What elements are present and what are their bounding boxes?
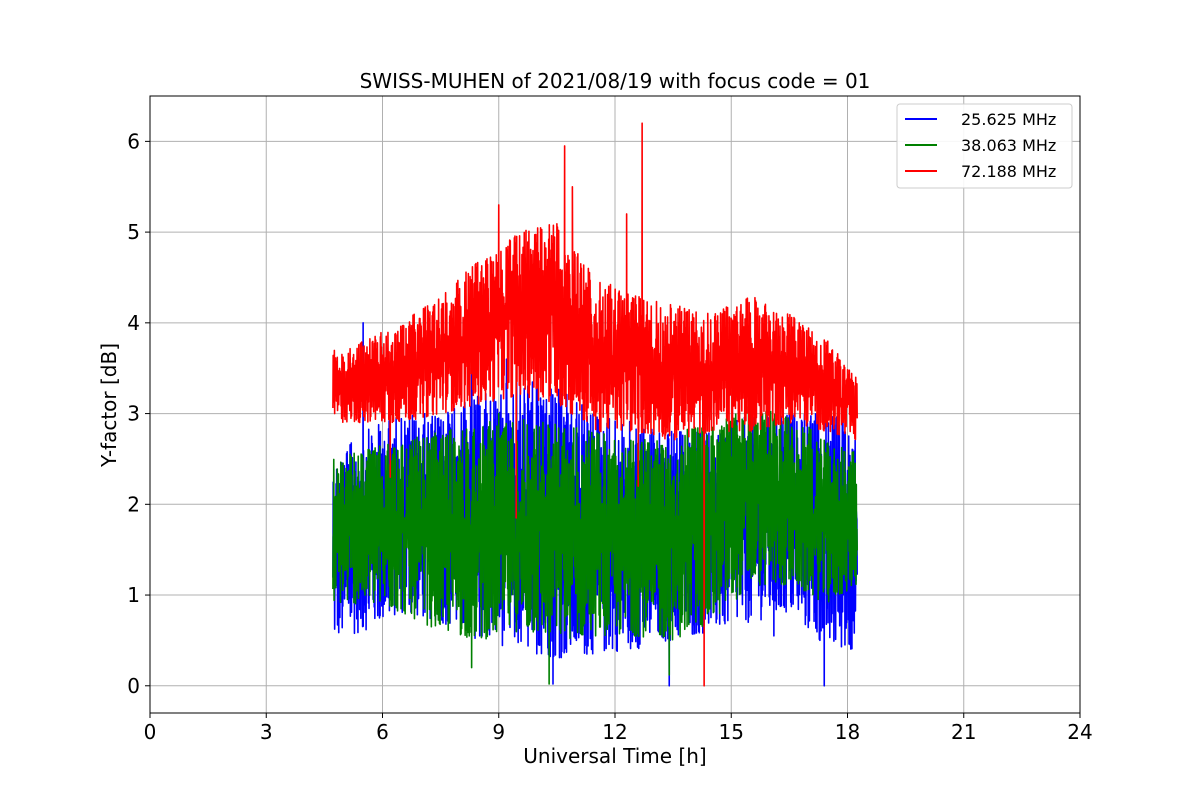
x-axis-title: Universal Time [h]: [523, 744, 706, 768]
y-tick-label: 4: [127, 311, 140, 335]
legend-label: 38.063 MHz: [961, 136, 1056, 155]
x-tick-label: 9: [492, 720, 505, 744]
plot-area: [332, 122, 858, 687]
x-tick-label: 18: [835, 720, 860, 744]
series-line-72-188-mhz: [332, 122, 858, 687]
y-tick-label: 5: [127, 220, 140, 244]
legend-label: 72.188 MHz: [961, 162, 1056, 181]
x-tick-label: 21: [951, 720, 976, 744]
x-tick-label: 12: [602, 720, 627, 744]
series-line-38-063-mhz: [332, 385, 858, 685]
chart-title: SWISS-MUHEN of 2021/08/19 with focus cod…: [360, 69, 871, 93]
legend: 25.625 MHz 38.063 MHz 72.188 MHz: [896, 103, 1073, 189]
x-tick-label: 3: [260, 720, 273, 744]
x-tick-label: 6: [376, 720, 389, 744]
y-tick-label: 0: [127, 674, 140, 698]
x-tick-label: 0: [144, 720, 157, 744]
y-tick-label: 6: [127, 129, 140, 153]
legend-label: 25.625 MHz: [961, 110, 1056, 129]
legend-frame: [896, 103, 1073, 189]
y-tick-label: 1: [127, 583, 140, 607]
y-tick-label: 2: [127, 492, 140, 516]
x-tick-label: 24: [1067, 720, 1092, 744]
y-axis-title: Y-factor [dB]: [97, 343, 121, 468]
x-tick-label: 15: [719, 720, 744, 744]
y-tick-label: 3: [127, 402, 140, 426]
